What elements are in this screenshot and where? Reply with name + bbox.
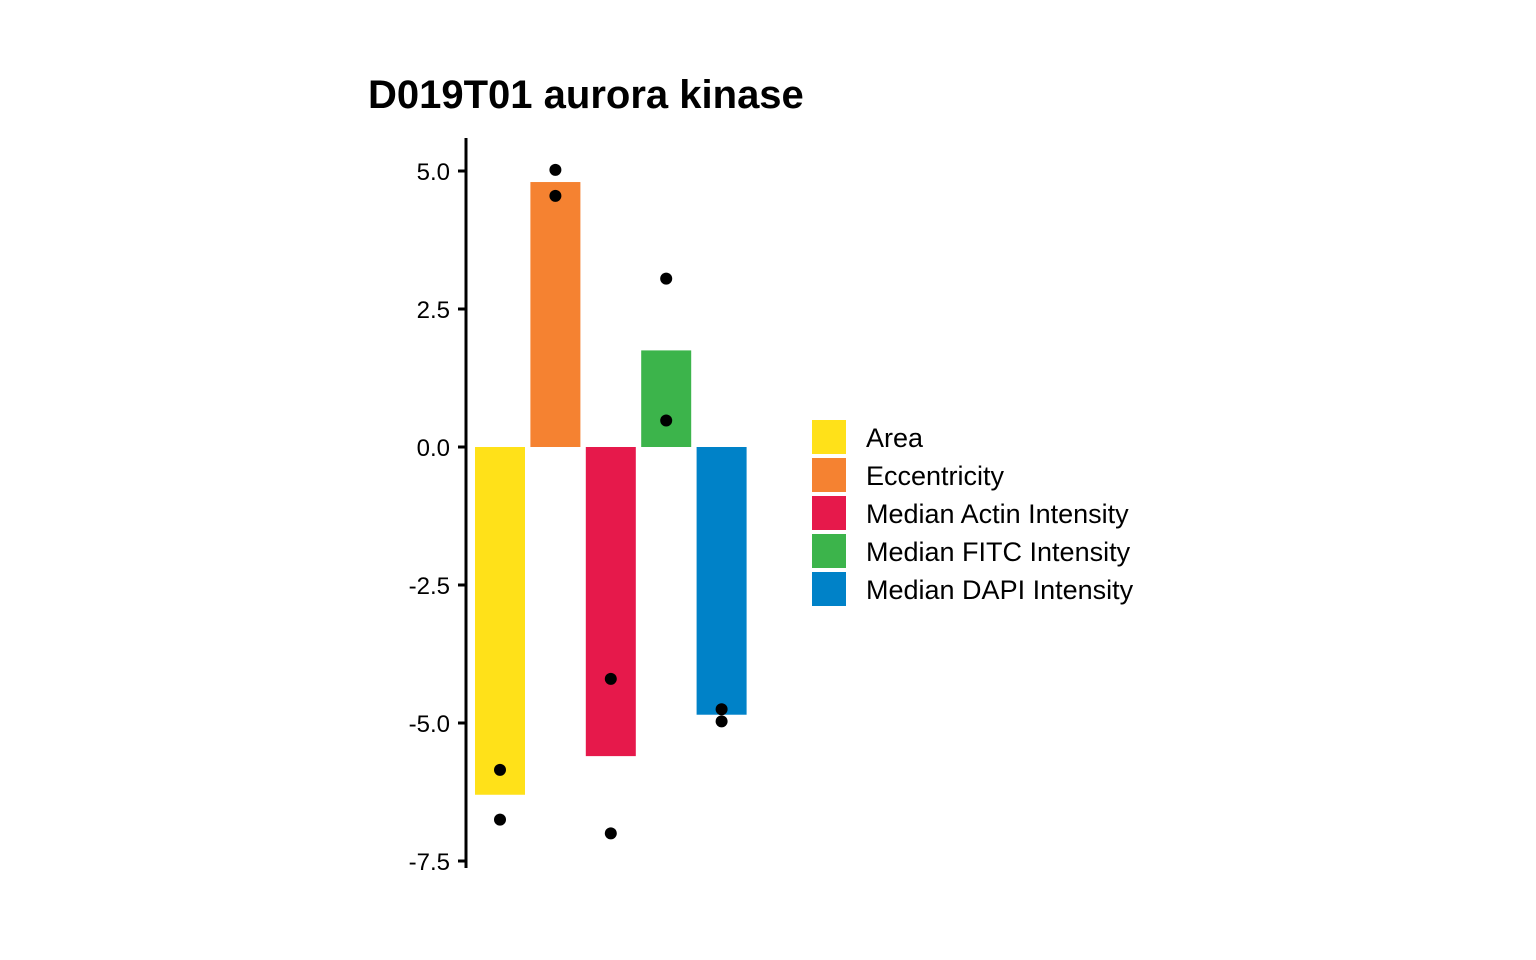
legend-key-median-fitc-intensity [812, 534, 846, 568]
point-eccentricity-1 [549, 163, 562, 176]
y-tick-label: -2.5 [409, 573, 450, 600]
point-median-actin-intensity-1 [604, 672, 617, 685]
legend: Area Eccentricity Median Actin Intensity Me… [812, 420, 1134, 606]
legend-key-eccentricity [812, 458, 846, 492]
legend-key-median-actin-intensity [812, 496, 846, 530]
bar-median-dapi-intensity [696, 447, 747, 715]
y-tick-label: -7.5 [409, 849, 450, 876]
point-median-fitc-intensity-1 [660, 272, 673, 285]
bar-area [475, 447, 525, 795]
legend-label-median-fitc-intensity: Median FITC Intensity [866, 537, 1131, 567]
bar-eccentricity [530, 182, 581, 448]
point-median-dapi-intensity-2 [715, 715, 728, 728]
legend-label-median-actin-intensity: Median Actin Intensity [866, 499, 1129, 529]
bar-median-fitc-intensity [641, 350, 692, 447]
legend-key-median-dapi-intensity [812, 572, 846, 606]
point-area-2 [494, 813, 506, 826]
y-tick-label: 5.0 [417, 159, 450, 186]
bars-group [475, 182, 747, 795]
point-median-dapi-intensity-1 [715, 703, 728, 716]
y-tick-label: 0.0 [417, 435, 450, 462]
legend-label-median-dapi-intensity: Median DAPI Intensity [866, 575, 1134, 605]
legend-label-eccentricity: Eccentricity [866, 461, 1005, 491]
y-tick-label: -5.0 [409, 711, 450, 738]
y-axis: -7.5 -5.0 -2.5 0.0 2.5 5.0 [409, 138, 468, 876]
point-area-1 [494, 763, 506, 776]
legend-label-area: Area [866, 423, 924, 453]
points-group [494, 163, 728, 840]
point-median-fitc-intensity-2 [660, 414, 673, 427]
point-eccentricity-2 [549, 189, 562, 202]
bar-median-actin-intensity [585, 447, 636, 757]
legend-key-area [812, 420, 846, 454]
point-median-actin-intensity-2 [604, 827, 617, 840]
chart-title: D019T01 aurora kinase [368, 73, 804, 117]
y-tick-label: 2.5 [417, 297, 450, 324]
